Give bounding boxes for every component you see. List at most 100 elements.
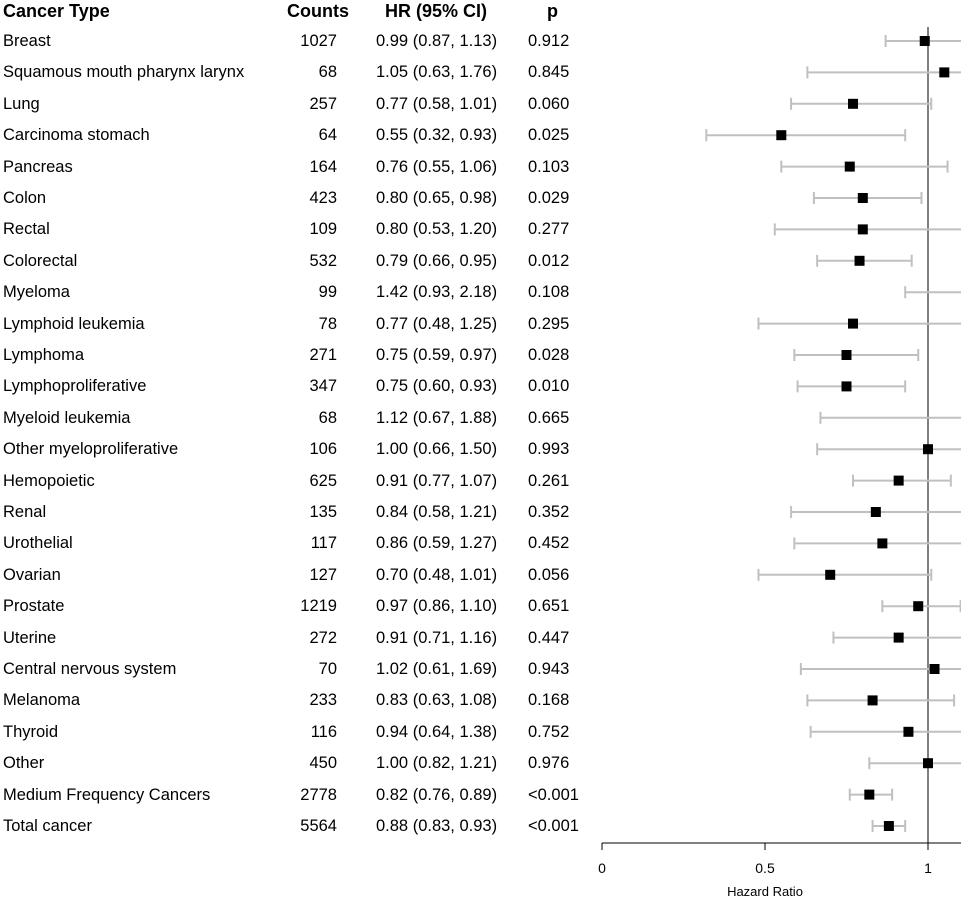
header-hr: HR (95% CI) (385, 1, 488, 21)
cancer-type-label: Uterine (3, 628, 57, 647)
table-row: Breast 1027 0.99 (0.87, 1.13) 0.912 (0, 29, 600, 53)
hr-ci-value: 1.00 (0.82, 1.21) (376, 754, 498, 773)
p-value: 0.277 (528, 220, 570, 239)
p-value: 0.452 (528, 534, 570, 553)
hr-ci-value: 1.12 (0.67, 1.88) (376, 408, 498, 427)
cancer-type-label: Rectal (3, 220, 50, 239)
count-value: 78 (318, 314, 337, 333)
hr-ci-value: 0.91 (0.71, 1.16) (376, 628, 498, 647)
hr-ci-value: 1.42 (0.93, 2.18) (376, 283, 498, 302)
table-row: Melanoma 233 0.83 (0.63, 1.08) 0.168 (0, 688, 600, 712)
p-value: 0.028 (528, 346, 570, 364)
p-value: 0.029 (528, 189, 570, 207)
p-value: 0.295 (528, 314, 570, 333)
ci-whisker (773, 223, 961, 236)
hr-point (844, 161, 855, 172)
table-row: Myeloid leukemia 68 1.12 (0.67, 1.88) 0.665 (0, 406, 600, 430)
x-tick-label: 0.5 (755, 860, 775, 876)
count-value: 135 (309, 503, 337, 521)
ci-whisker (757, 568, 933, 581)
p-value: 0.103 (528, 157, 570, 176)
table-row: Lymphoma 271 0.75 (0.59, 0.97) 0.028 (0, 343, 600, 367)
hr-ci-value: 1.05 (0.63, 1.76) (376, 63, 498, 82)
hr-point (893, 475, 904, 486)
cancer-type-label: Carcinoma stomach (3, 126, 150, 145)
cancer-type-label: Other myeloproliferative (3, 440, 179, 459)
x-axis-label: Hazard Ratio (727, 884, 803, 899)
table-row: Renal 135 0.84 (0.58, 1.21) 0.352 (0, 500, 600, 524)
hr-ci-value: 0.76 (0.55, 1.06) (376, 157, 498, 176)
hr-ci-value: 0.83 (0.63, 1.08) (376, 691, 498, 710)
count-value: 68 (318, 63, 337, 82)
p-value: 0.168 (528, 691, 570, 710)
cancer-type-label: Prostate (3, 597, 65, 616)
p-value: 0.025 (528, 126, 570, 145)
table-row: Thyroid 116 0.94 (0.64, 1.38) 0.752 (0, 720, 600, 744)
table-row: Lymphoproliferative 347 0.75 (0.60, 0.93) 0… (0, 374, 600, 398)
x-tick-label: 1 (924, 860, 932, 876)
cancer-type-label: Lymphoid leukemia (3, 314, 145, 333)
table-row: Carcinoma stomach 64 0.55 (0.32, 0.93) 0.02… (0, 123, 600, 147)
cancer-type-label: Lung (3, 94, 40, 113)
p-value: 0.943 (528, 660, 570, 678)
cancer-type-label: Pancreas (3, 157, 73, 176)
ci-whisker (904, 286, 961, 299)
count-value: 347 (309, 377, 337, 396)
cancer-type-label: Other (3, 754, 45, 773)
p-value: 0.912 (528, 32, 570, 50)
cancer-type-label: Squamous mouth pharynx larynx (3, 63, 245, 82)
ci-whisker (806, 66, 961, 79)
hr-points (776, 36, 950, 831)
cancer-type-label: Urothelial (3, 534, 73, 553)
hr-point (857, 193, 868, 203)
hr-point (870, 507, 881, 517)
cancer-type-label: Lymphoproliferative (3, 377, 147, 396)
table-row: Other myeloproliferative 106 1.00 (0.66, 1… (0, 437, 600, 461)
cancer-type-label: Breast (3, 32, 51, 50)
count-value: 532 (309, 251, 337, 270)
count-value: 2778 (300, 785, 337, 804)
hr-point (903, 726, 914, 737)
p-value: 0.012 (528, 251, 570, 270)
hr-ci-value: 0.84 (0.58, 1.21) (376, 503, 498, 521)
hr-point (919, 36, 930, 46)
x-axis: 00.511.52 (598, 842, 961, 876)
table-row: Hemopoietic 625 0.91 (0.77, 1.07) 0.261 (0, 469, 600, 493)
count-value: 233 (309, 691, 337, 710)
count-value: 257 (309, 94, 337, 113)
hr-point (893, 632, 904, 643)
hr-point (864, 789, 875, 800)
table-row: Uterine 272 0.91 (0.71, 1.16) 0.447 (0, 626, 600, 650)
table-row: Colon 423 0.80 (0.65, 0.98) 0.029 (0, 186, 600, 210)
hr-point (883, 821, 894, 831)
count-value: 164 (309, 157, 337, 176)
hr-point (848, 318, 859, 329)
ci-whisker (809, 725, 961, 738)
count-value: 106 (309, 440, 337, 459)
hr-point (929, 664, 940, 674)
hr-ci-value: 0.91 (0.77, 1.07) (376, 471, 498, 490)
ci-whisker (790, 506, 961, 518)
hr-ci-value: 0.55 (0.32, 0.93) (376, 126, 498, 145)
cancer-type-label: Total cancer (3, 817, 92, 835)
p-value: 0.976 (528, 754, 570, 773)
cancer-type-label: Renal (3, 503, 47, 521)
ci-whisker (832, 631, 961, 644)
hr-point (841, 350, 852, 360)
forest-table: Breast 1027 0.99 (0.87, 1.13) 0.912 Squamous… (0, 29, 600, 835)
hr-point (854, 255, 865, 266)
cancer-type-label: Medium Frequency Cancers (3, 785, 211, 804)
hr-ci-value: 0.82 (0.76, 0.89) (376, 785, 498, 804)
count-value: 116 (310, 722, 337, 741)
hr-ci-value: 0.97 (0.86, 1.10) (376, 597, 498, 616)
p-value: 0.651 (528, 597, 570, 616)
hr-point (857, 224, 868, 235)
hr-ci-value: 0.94 (0.64, 1.38) (376, 722, 498, 741)
hr-ci-value: 0.70 (0.48, 1.01) (376, 565, 498, 584)
hr-ci-value: 0.88 (0.83, 0.93) (376, 817, 498, 835)
ci-whisker (819, 411, 961, 424)
table-row: Rectal 109 0.80 (0.53, 1.20) 0.277 (0, 217, 600, 241)
hr-ci-value: 0.80 (0.53, 1.20) (376, 220, 498, 239)
hr-point (923, 444, 933, 455)
